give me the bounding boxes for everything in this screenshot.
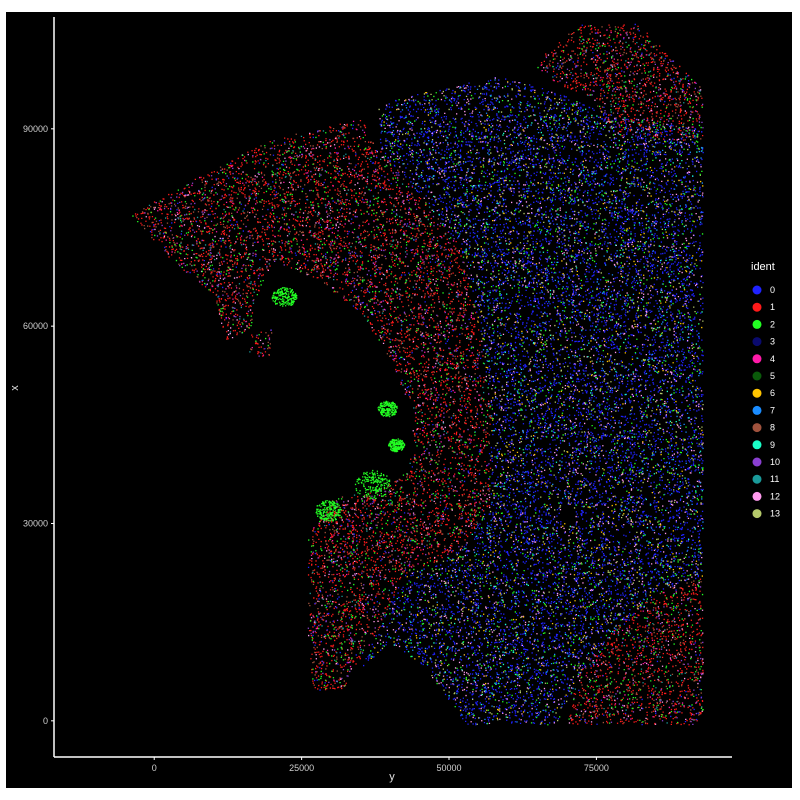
legend-label: 7 [770, 405, 775, 415]
legend-swatch [752, 457, 762, 467]
legend-label: 1 [770, 302, 775, 312]
points-layer [132, 23, 704, 726]
scatter-plot: 0 25000 50000 75000 0 30000 60000 90000 y x ide… [6, 12, 792, 788]
legend-swatch [752, 509, 762, 519]
legend-swatch [752, 354, 762, 364]
x-tick-label: 75000 [584, 763, 609, 773]
axes-layer [53, 17, 732, 758]
y-tick-label: 0 [43, 716, 48, 726]
x-tick-label: 0 [152, 763, 157, 773]
plot-panel: 0 25000 50000 75000 0 30000 60000 90000 y x ide… [6, 12, 792, 788]
y-tick-label: 90000 [23, 124, 48, 134]
legend-swatch [752, 285, 762, 295]
legend-label: 2 [770, 319, 775, 329]
x-tick-label: 50000 [436, 763, 461, 773]
legend-swatch [752, 474, 762, 484]
legend-label: 10 [770, 457, 780, 467]
legend-label: 4 [770, 354, 775, 364]
legend-swatch [752, 388, 762, 398]
legend-label: 13 [770, 509, 780, 519]
legend-swatch [752, 319, 762, 329]
legend-swatch [752, 371, 762, 381]
legend-swatch [752, 440, 762, 450]
legend-label: 6 [770, 388, 775, 398]
legend-label: 12 [770, 491, 780, 501]
y-tick-label: 30000 [23, 518, 48, 528]
x-axis-title: y [389, 771, 395, 783]
legend-swatch [752, 491, 762, 501]
legend-label: 11 [770, 474, 779, 484]
legend-label: 5 [770, 371, 775, 381]
legend-swatch [752, 405, 762, 415]
legend-label: 0 [770, 285, 775, 295]
legend-swatch [752, 302, 762, 312]
x-tick-label: 25000 [289, 763, 314, 773]
y-axis-title: x [9, 385, 21, 391]
ticks-layer: 0 25000 50000 75000 0 30000 60000 90000 [23, 124, 609, 773]
cluster-points-0 [149, 23, 704, 726]
y-tick-label: 60000 [23, 321, 48, 331]
cluster-points-9 [369, 95, 704, 718]
legend-label: 8 [770, 423, 775, 433]
legend-label: 9 [770, 440, 775, 450]
legend-swatch [752, 423, 762, 433]
legend-label: 3 [770, 337, 775, 347]
legend-swatch [752, 337, 762, 347]
legend-title: ident [751, 261, 775, 273]
